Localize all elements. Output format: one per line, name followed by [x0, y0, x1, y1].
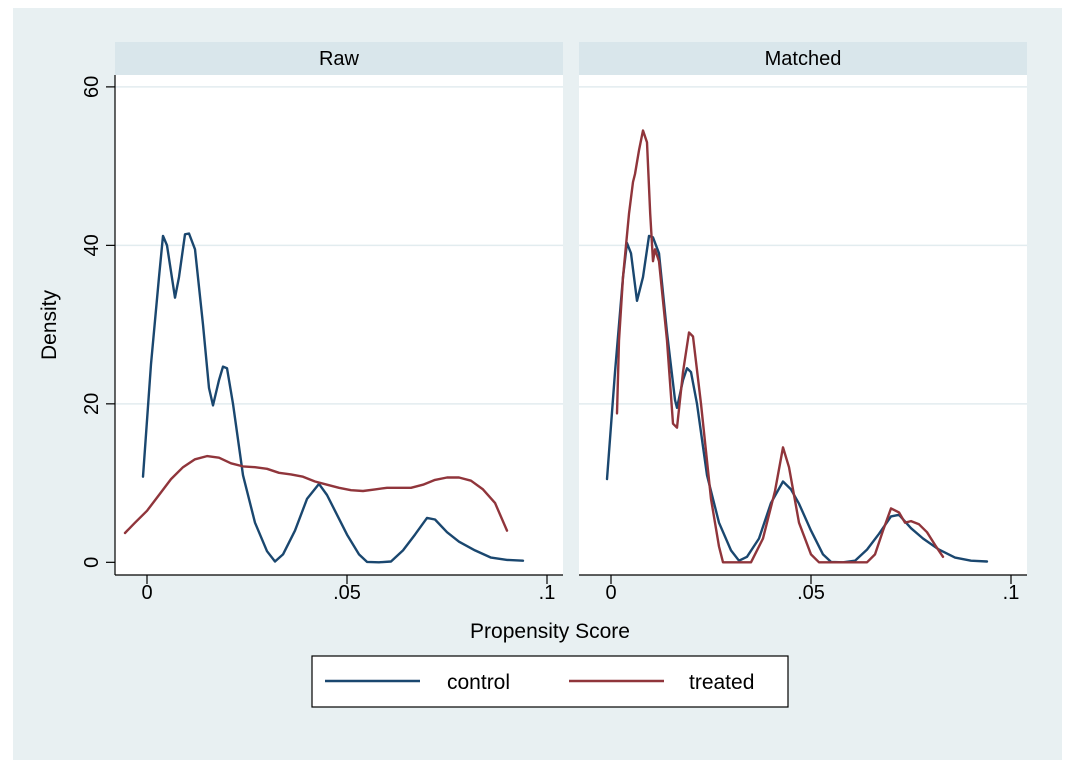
y-tick-label: 20 [81, 393, 103, 415]
panel-matched-strip [579, 42, 1027, 75]
panel-raw-strip [115, 42, 563, 75]
panel-raw-series [123, 232, 525, 564]
x-tick-label: .05 [333, 582, 361, 604]
series-line-treated [615, 129, 945, 564]
panel-raw-title: Raw [319, 48, 360, 70]
x-tick-label: .1 [539, 582, 556, 604]
panel-matched-gridlines [579, 86, 1027, 405]
x-tick-label: 0 [605, 582, 616, 604]
x-axis-label: Propensity Score [470, 620, 630, 643]
panel-raw-gridlines [115, 86, 563, 405]
x-tick-label: 0 [141, 582, 152, 604]
panel-matched: Matched 0 .05 .1 [579, 42, 1027, 604]
y-axis-label: Density [38, 289, 61, 360]
panel-matched-plot-area [579, 75, 1027, 575]
panel-matched-series [605, 129, 989, 564]
panel-raw-plot-area [115, 75, 563, 575]
panel-raw: Raw 0 .05 .1 [115, 42, 563, 604]
y-tick-label: 60 [81, 76, 103, 98]
panel-matched-title: Matched [765, 48, 842, 70]
series-line-control [141, 232, 525, 564]
y-tick-label: 0 [81, 557, 103, 568]
series-line-treated [123, 454, 509, 535]
x-tick-label: .05 [797, 582, 825, 604]
legend: control treated [311, 655, 789, 708]
y-tick-label: 40 [81, 234, 103, 256]
panel-matched-x-axis: 0 .05 .1 [579, 574, 1027, 604]
series-line-control [605, 234, 989, 564]
x-tick-label: .1 [1003, 582, 1020, 604]
panel-raw-x-axis: 0 .05 .1 [115, 574, 563, 604]
legend-label-control: control [447, 671, 510, 694]
legend-label-treated: treated [689, 671, 754, 694]
y-axis: 0 20 40 60 [81, 75, 116, 575]
